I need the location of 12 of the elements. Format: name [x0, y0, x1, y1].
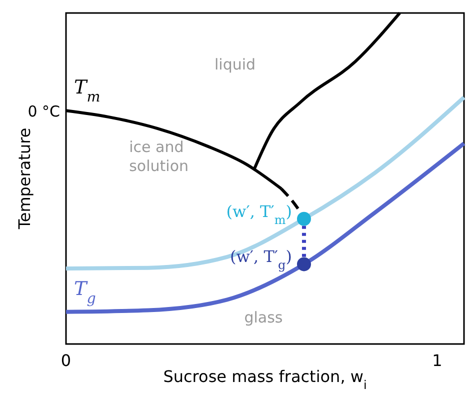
series-label: (w′, T′$_{g}$) — [230, 247, 292, 272]
annotation: glass — [244, 308, 283, 326]
series-label: T$_{m}$ — [74, 76, 100, 106]
annotation: ice and solution — [129, 138, 189, 176]
x-axis-title: Sucrose mass fraction, w$_{i}$ — [163, 367, 367, 392]
annotation: 0 °C — [28, 102, 60, 121]
x-tick-label: 1 — [432, 351, 442, 370]
series-label: T$_{g}$ — [74, 278, 96, 307]
y-axis-title: Temperature — [15, 128, 34, 230]
x-tick-label: 0 — [60, 351, 72, 370]
annotation: liquid — [214, 55, 256, 74]
series-label: (w′, T′$_{m}$) — [226, 202, 292, 227]
